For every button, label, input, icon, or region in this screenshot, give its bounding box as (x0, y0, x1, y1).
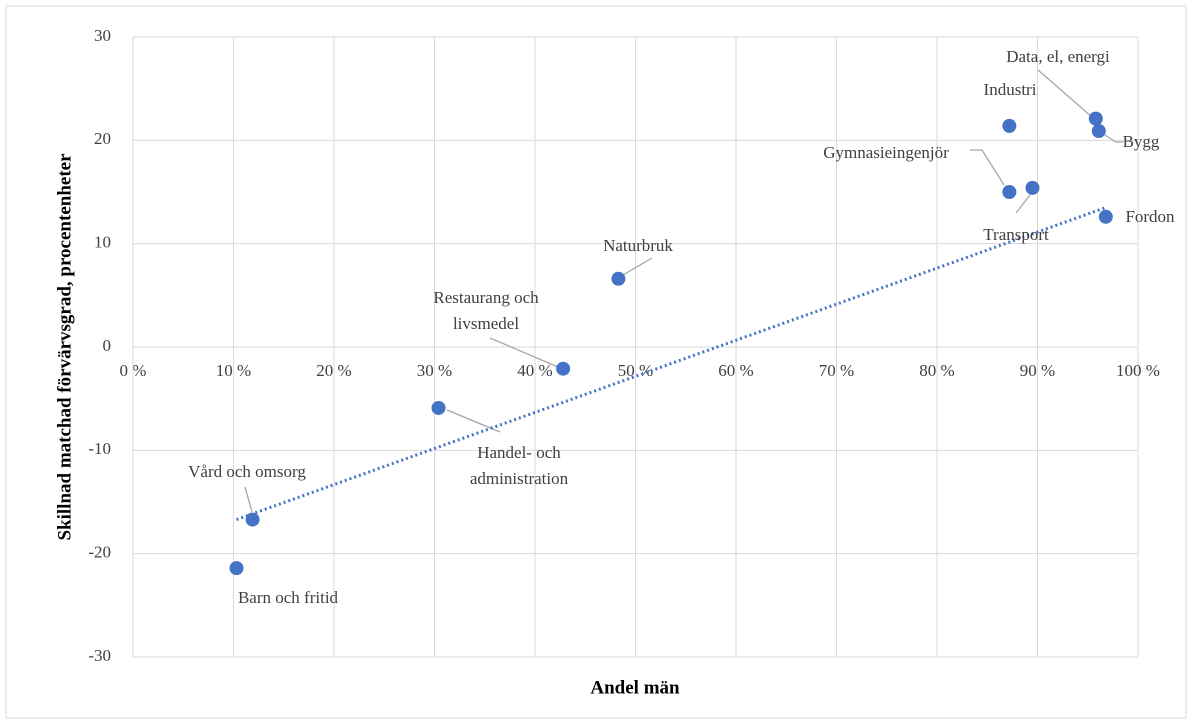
point (1098, 209, 1113, 224)
point (1091, 124, 1106, 139)
point-label: Vård och omsorg (188, 462, 306, 481)
point-label: Bygg (1122, 132, 1160, 151)
x-tick-label: 100 % (1116, 361, 1160, 380)
y-tick-label: -10 (88, 439, 111, 458)
y-tick-label: 30 (94, 26, 111, 45)
leader-line (1104, 134, 1124, 143)
y-tick-label: -30 (88, 646, 111, 665)
y-tick-label: 0 (103, 336, 112, 355)
leader-line (622, 257, 653, 276)
y-axis-title: Skillnad matchad förvärvsgrad, procenten… (54, 153, 75, 541)
leader-line (970, 149, 1005, 186)
y-tick-label: 20 (94, 129, 111, 148)
leader-line (489, 337, 559, 368)
x-tick-label: 60 % (718, 361, 753, 380)
point-label: Barn och fritid (237, 588, 339, 607)
leader-line (1015, 194, 1031, 214)
point-label: Handel- och administration (469, 443, 569, 488)
x-tick-label: 40 % (517, 361, 552, 380)
point (1002, 118, 1017, 133)
x-tick-label: 90 % (1020, 361, 1055, 380)
point (431, 400, 446, 415)
point-label: Naturbruk (603, 236, 673, 255)
point (1002, 185, 1017, 199)
x-tick-label: 50 % (618, 361, 653, 380)
leader-line (244, 486, 253, 513)
point (1088, 111, 1103, 126)
point-label: Data, el, energi (1006, 47, 1110, 66)
point (1025, 180, 1040, 195)
point (556, 361, 571, 376)
x-tick-label: 20 % (316, 361, 351, 380)
x-tick-label: 80 % (919, 361, 954, 380)
trendline (236, 206, 1107, 521)
point-label: Restaurang och livsmedel (433, 288, 539, 333)
point (611, 271, 626, 286)
x-axis-title: Andel män (590, 677, 680, 698)
point-label: Transport (983, 225, 1049, 244)
point (229, 561, 244, 576)
leader-line (1037, 69, 1093, 118)
point (245, 512, 260, 527)
chart-border (5, 5, 1187, 719)
x-tick-label: 70 % (819, 361, 854, 380)
point-label: Fordon (1125, 207, 1175, 226)
y-tick-label: 10 (94, 233, 111, 252)
x-tick-label: 10 % (216, 361, 251, 380)
y-tick-label: -20 (88, 543, 111, 562)
x-tick-label: 30 % (417, 361, 452, 380)
point-label: Gymnasieingenjör (823, 143, 949, 162)
point-label: Industri (983, 80, 1037, 99)
